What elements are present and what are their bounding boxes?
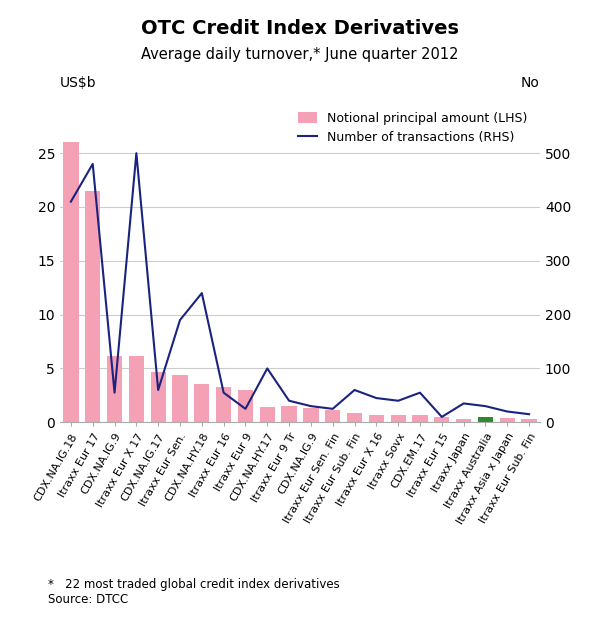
Legend: Notional principal amount (LHS), Number of transactions (RHS): Notional principal amount (LHS), Number … — [292, 106, 534, 150]
Bar — [521, 419, 537, 422]
Bar — [347, 412, 362, 422]
Bar — [238, 390, 253, 422]
Text: OTC Credit Index Derivatives: OTC Credit Index Derivatives — [141, 19, 459, 38]
Bar — [391, 415, 406, 422]
Text: Average daily turnover,* June quarter 2012: Average daily turnover,* June quarter 20… — [141, 47, 459, 61]
Bar — [194, 384, 209, 422]
Bar — [107, 356, 122, 422]
Text: US$b: US$b — [60, 76, 97, 89]
Bar — [281, 406, 297, 422]
Bar — [129, 356, 144, 422]
Bar — [63, 142, 79, 422]
Bar — [478, 417, 493, 422]
Text: No: No — [521, 76, 540, 89]
Bar — [151, 372, 166, 422]
Bar — [303, 408, 319, 422]
Text: *   22 most traded global credit index derivatives
Source: DTCC: * 22 most traded global credit index der… — [48, 578, 340, 605]
Bar — [216, 387, 231, 422]
Bar — [369, 415, 384, 422]
Bar — [412, 415, 428, 422]
Bar — [325, 410, 340, 422]
Bar — [85, 191, 100, 422]
Bar — [434, 417, 449, 422]
Bar — [172, 375, 188, 422]
Bar — [500, 418, 515, 422]
Bar — [260, 407, 275, 422]
Bar — [456, 419, 471, 422]
